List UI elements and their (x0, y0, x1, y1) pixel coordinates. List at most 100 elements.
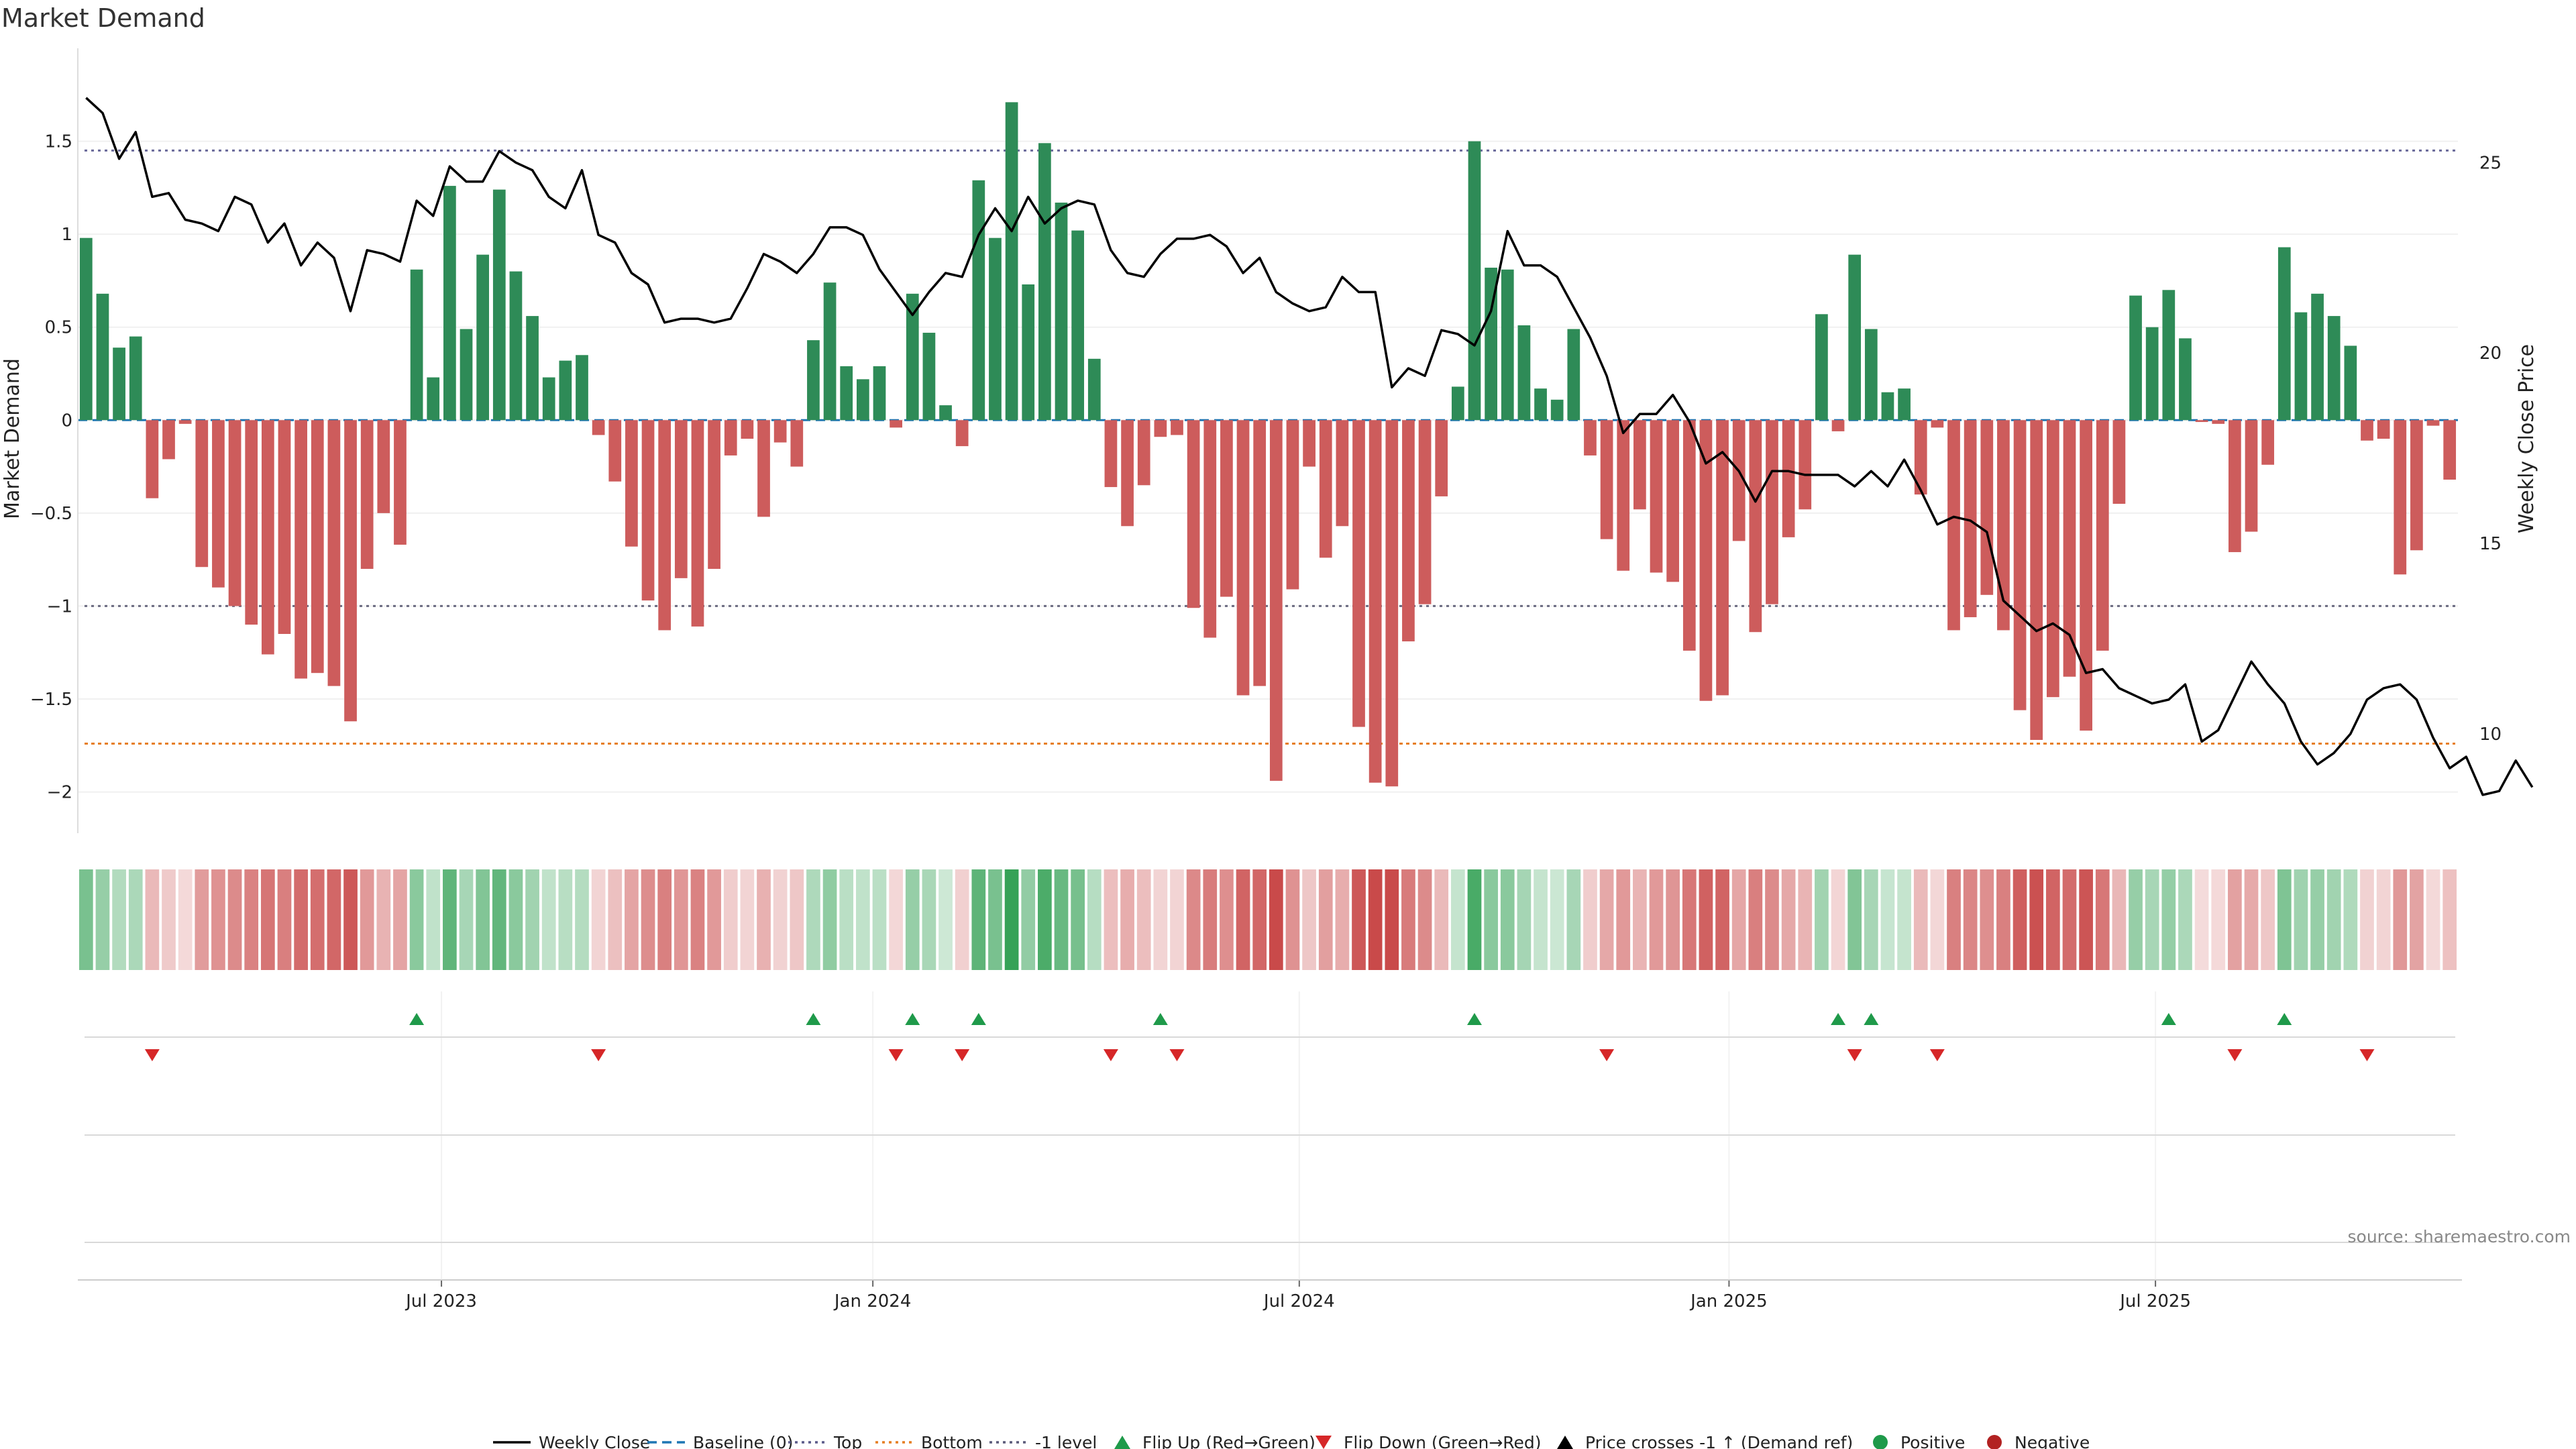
demand-bar (939, 405, 952, 421)
flip-down-marker (591, 1049, 606, 1061)
heat-cell (773, 869, 788, 970)
left-tick-label: 0 (61, 411, 72, 431)
heat-cell (1649, 869, 1664, 970)
demand-bar (1517, 325, 1531, 421)
demand-bar (278, 420, 291, 634)
heat-cell (1633, 869, 1647, 970)
demand-bar (1550, 399, 1564, 421)
legend-label: Price crosses -1 ↑ (Demand ref) (1585, 1433, 1853, 1449)
heat-cell (839, 869, 854, 970)
legend-item: Positive (1873, 1433, 1965, 1449)
heat-cell (1071, 869, 1085, 970)
demand-bar (2294, 312, 2308, 421)
demand-bar (1087, 358, 1101, 421)
demand-bar (641, 420, 655, 601)
left-tick-label: 1 (61, 225, 72, 245)
demand-bar (1815, 314, 1828, 421)
axes: −2 −1.5 −1 −0.5 0 0.5 1 1.5 10 15 20 25 Jul 2023 Jan … (30, 48, 2502, 1311)
heat-cell (211, 869, 225, 970)
heat-cell (1450, 869, 1465, 970)
heat-cell (1566, 869, 1581, 970)
demand-bar (2129, 295, 2142, 421)
heat-cell (1269, 869, 1283, 970)
legend-item: Flip Down (Green→Red) (1316, 1433, 1542, 1449)
heat-cell (1368, 869, 1383, 970)
demand-bar (989, 237, 1002, 421)
demand-bar (658, 420, 672, 631)
legend-swatch (1114, 1436, 1130, 1449)
demand-bar (1154, 420, 1167, 437)
demand-bar (790, 420, 804, 467)
heat-cell (1335, 869, 1350, 970)
demand-bar (294, 420, 307, 679)
legend-label: Baseline (0) (693, 1433, 793, 1449)
demand-bar (344, 420, 357, 722)
left-tick-label: −1 (47, 596, 72, 616)
heat-cell (707, 869, 721, 970)
flip-down-marker (955, 1049, 970, 1061)
heat-cell (1087, 869, 1102, 970)
demand-bar (1699, 420, 1713, 701)
heat-cell (1136, 869, 1151, 970)
demand-bar (1881, 392, 1894, 421)
heat-cell (294, 869, 308, 970)
demand-bar (394, 420, 407, 545)
demand-bar (757, 420, 770, 517)
heat-cell (2145, 869, 2159, 970)
heat-cell (1120, 869, 1134, 970)
heat-cell (575, 869, 589, 970)
heat-cell (227, 869, 242, 970)
demand-bar (1385, 420, 1399, 787)
heat-cell (178, 869, 193, 970)
legend-item: Bottom (875, 1433, 983, 1449)
demand-bar (113, 347, 125, 421)
heat-cell (277, 869, 292, 970)
demand-bar (1947, 420, 1960, 631)
heat-cell (1666, 869, 1680, 970)
flip-up-marker (1864, 1013, 1879, 1025)
demand-bar (377, 420, 390, 513)
demand-bar (1485, 268, 1497, 421)
demand-bar (509, 271, 523, 421)
demand-bar (2245, 420, 2258, 532)
heat-cell (260, 869, 275, 970)
heat-cell (2426, 869, 2440, 970)
demand-bar (2162, 290, 2176, 421)
x-tick-label: Jul 2023 (405, 1291, 477, 1311)
flip-down-marker (2227, 1049, 2243, 1061)
x-tick-label: Jul 2024 (1263, 1291, 1335, 1311)
demand-bar (1898, 388, 1911, 421)
right-tick-label: 25 (2479, 153, 2502, 173)
demand-bar (443, 186, 456, 421)
heat-cell (790, 869, 804, 970)
flip-up-marker (2161, 1013, 2176, 1025)
heat-cell (2326, 869, 2341, 970)
heat-cell (1897, 869, 1911, 970)
heat-cell (1038, 869, 1052, 970)
heat-cell (376, 869, 391, 970)
demand-bar (1732, 420, 1746, 541)
heat-cell (1220, 869, 1234, 970)
demand-bar (1534, 388, 1547, 421)
legend-label: Top (833, 1433, 862, 1449)
heat-cell (2079, 869, 2093, 970)
demand-bar (79, 237, 93, 421)
heat-cell (78, 869, 93, 970)
demand-bar (1187, 420, 1200, 608)
heat-cell (855, 869, 870, 970)
demand-bar (559, 360, 572, 421)
heat-cell (343, 869, 358, 970)
heat-cell (690, 869, 705, 970)
heat-cell (1252, 869, 1267, 970)
heat-cell (541, 869, 556, 970)
heat-cell (2211, 869, 2226, 970)
legend-item: Price crosses -1 ↑ (Demand ref) (1557, 1433, 1853, 1449)
demand-bar (212, 420, 225, 588)
demand-bar (1831, 420, 1845, 431)
flip-down-marker (2359, 1049, 2375, 1061)
heat-cell (128, 869, 143, 970)
reference-lines (78, 149, 2458, 745)
heat-cell (1847, 869, 1862, 970)
demand-bar (1203, 420, 1217, 638)
demand-bar (708, 420, 720, 569)
